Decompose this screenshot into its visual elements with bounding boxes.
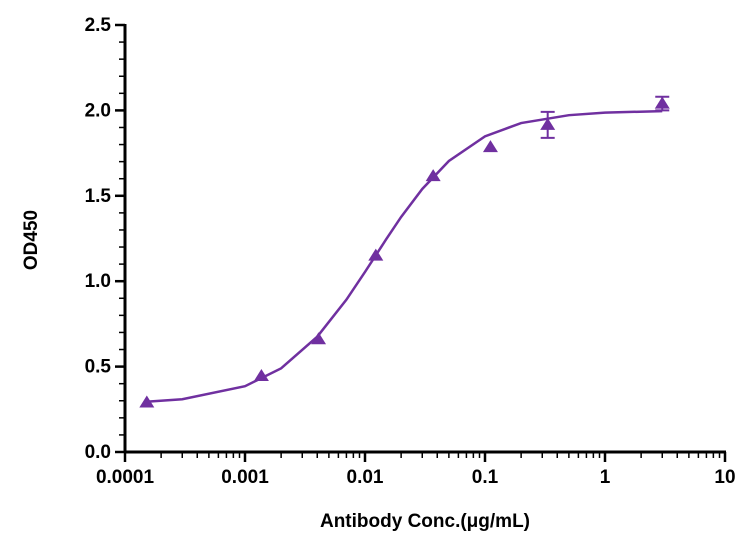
y-tick-label: 0.5 bbox=[85, 357, 112, 378]
y-axis-label: OD450 bbox=[21, 210, 42, 270]
x-tick-label: 0.01 bbox=[347, 467, 384, 488]
x-tick-label: 0.1 bbox=[472, 467, 499, 488]
y-tick-label: 2.5 bbox=[85, 15, 112, 36]
y-tick-label: 0.0 bbox=[85, 442, 111, 463]
y-tick-label: 2.0 bbox=[85, 100, 111, 121]
data-point bbox=[654, 96, 670, 109]
x-axis-label: Antibody Conc.(μg/mL) bbox=[320, 511, 530, 532]
data-point bbox=[482, 140, 498, 153]
x-tick-label: 0.0001 bbox=[96, 467, 155, 488]
x-tick-label: 10 bbox=[714, 467, 735, 488]
y-tick-label: 1.5 bbox=[85, 186, 112, 207]
x-tick-label: 0.001 bbox=[221, 467, 269, 488]
data-point bbox=[311, 332, 327, 345]
fit-curve bbox=[146, 109, 663, 404]
y-tick-label: 1.0 bbox=[85, 271, 111, 292]
data-point bbox=[253, 368, 269, 381]
x-tick-label: 1 bbox=[600, 467, 611, 488]
data-point bbox=[425, 169, 441, 182]
data-point bbox=[540, 117, 556, 130]
